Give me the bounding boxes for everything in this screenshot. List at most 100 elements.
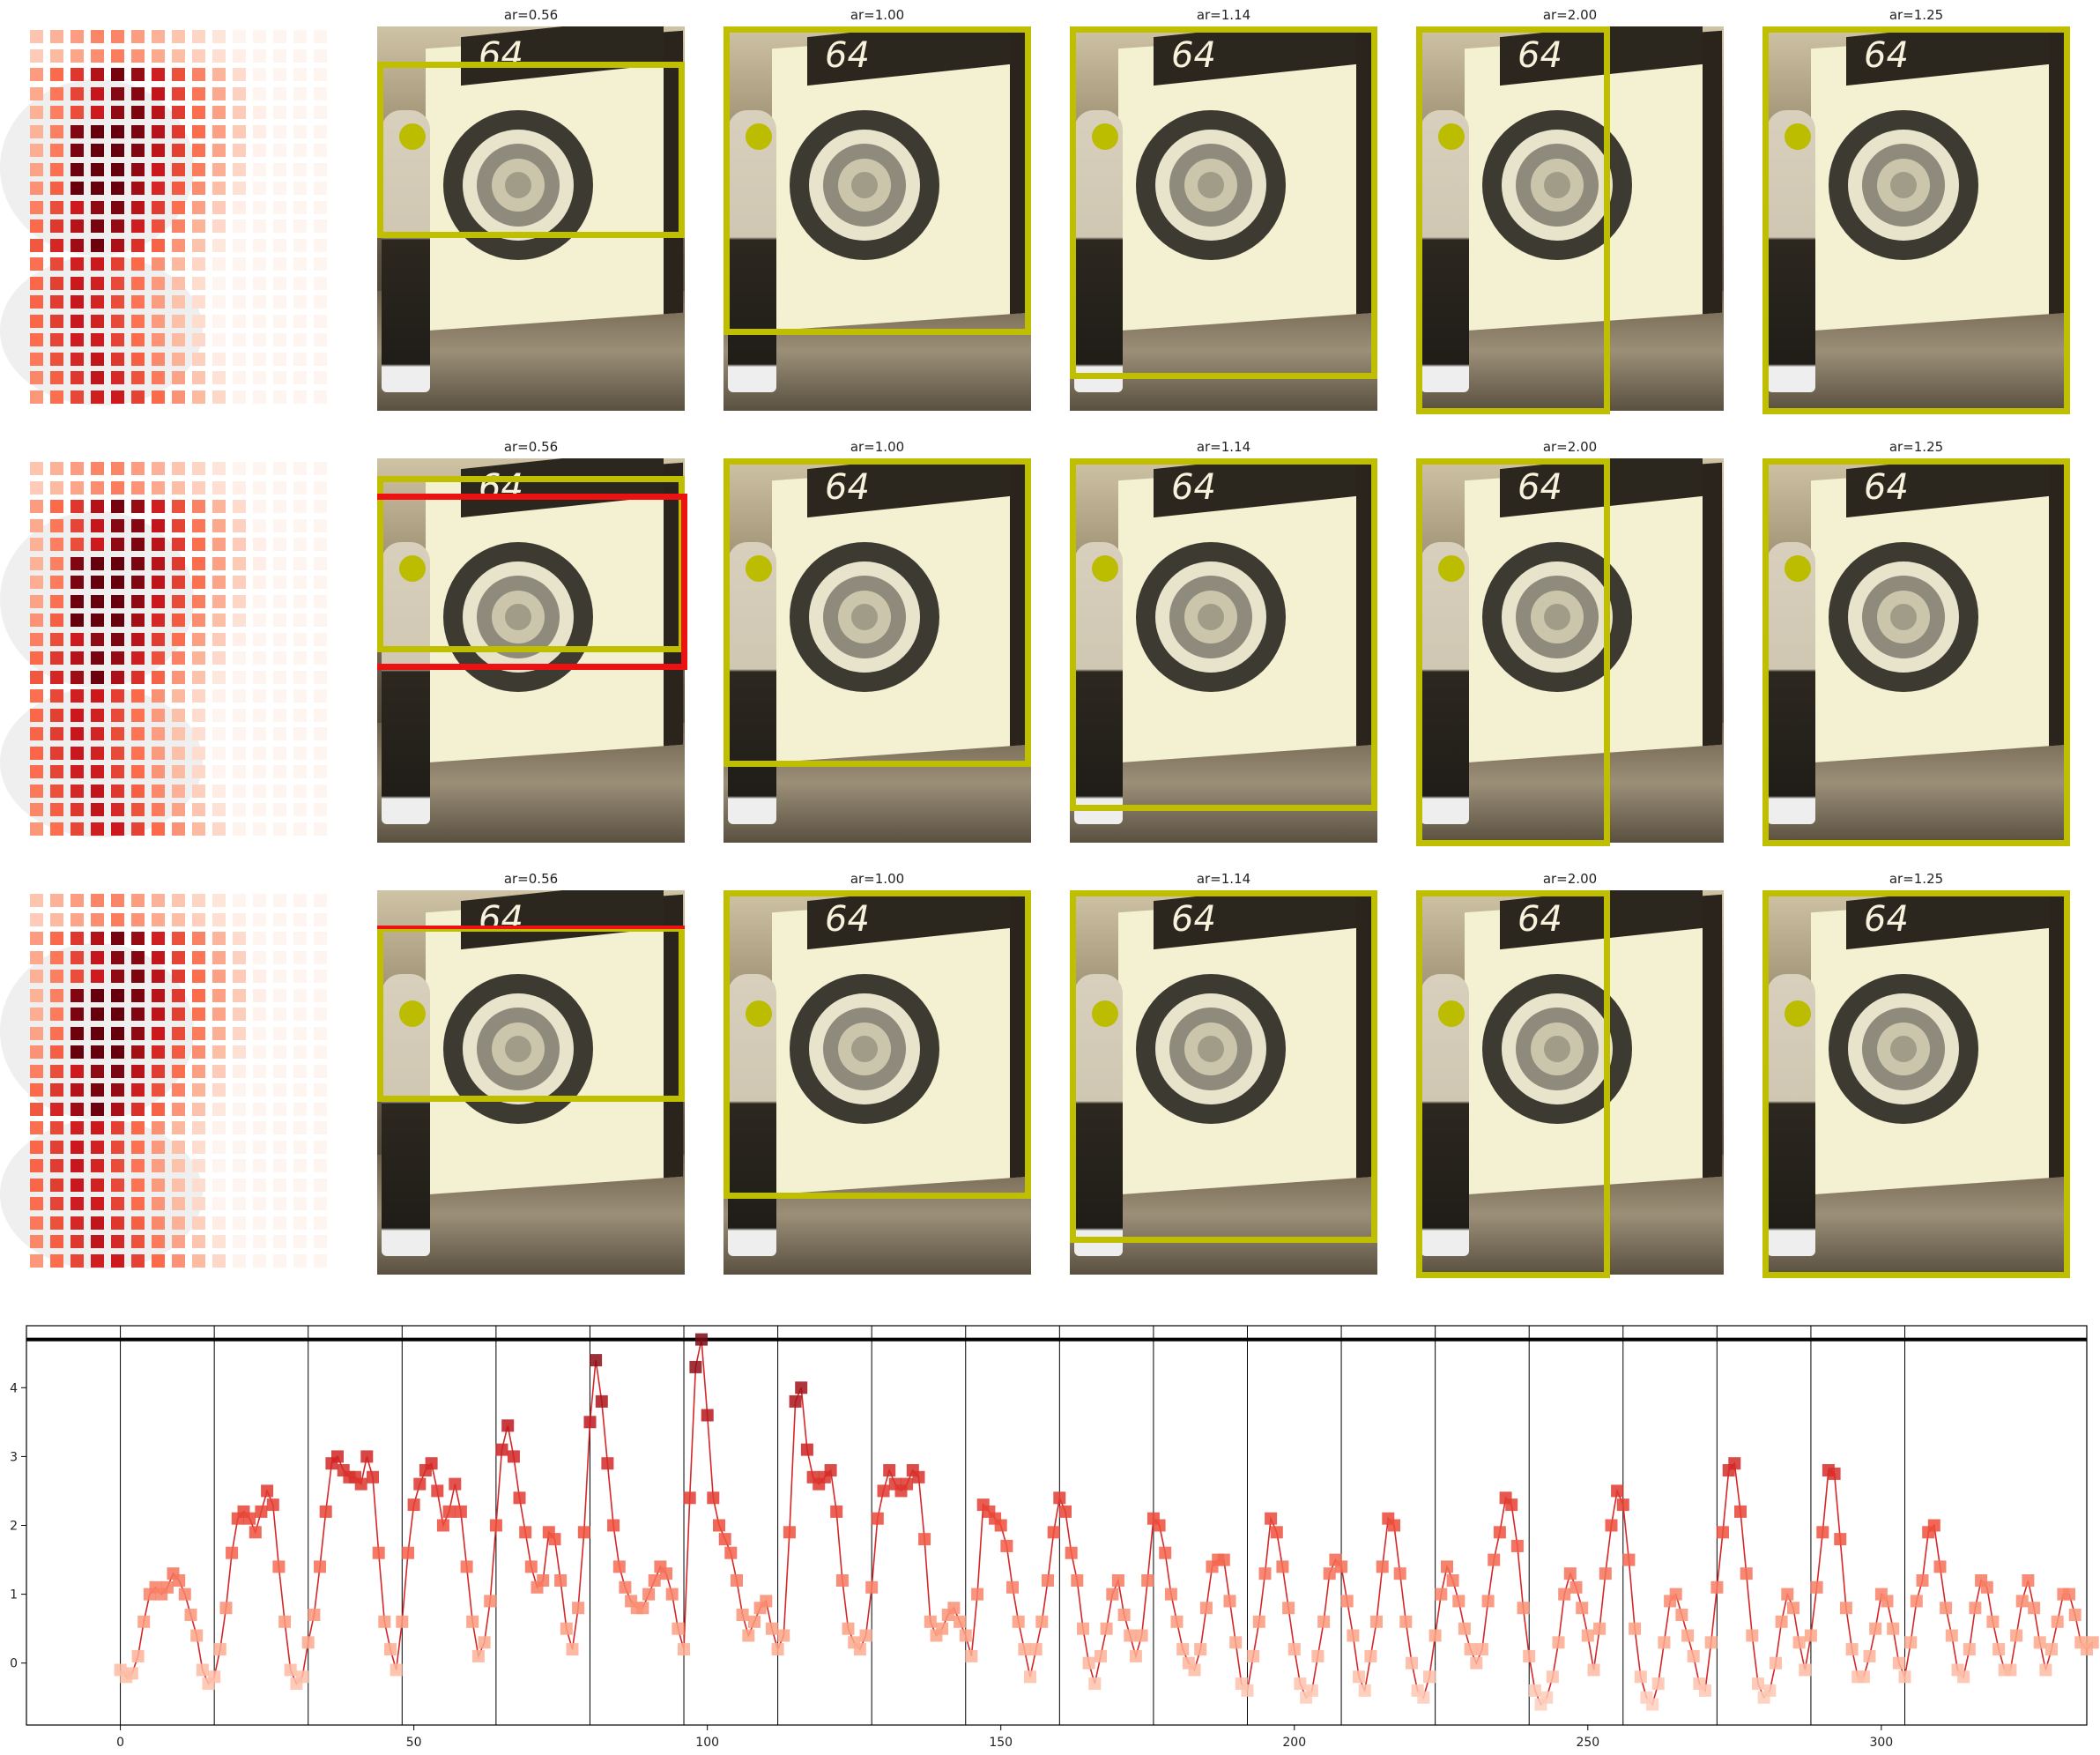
heatmap-cell <box>131 803 145 816</box>
heatmap-cell <box>152 182 165 195</box>
heatmap-cell <box>172 124 185 138</box>
heatmap-cell <box>273 238 286 252</box>
data-point <box>965 1649 978 1662</box>
heatmap-cell <box>233 1083 246 1097</box>
heatmap-cell <box>293 219 307 233</box>
data-point <box>1505 1498 1518 1512</box>
heatmap-cell <box>30 518 43 532</box>
heatmap-cell <box>70 219 84 233</box>
heatmap-cell <box>172 333 185 346</box>
heatmap-cell <box>131 1064 145 1078</box>
heatmap-cell <box>30 1159 43 1172</box>
heatmap-cell <box>111 182 124 195</box>
data-point <box>1241 1684 1254 1697</box>
heatmap-cell <box>253 48 266 63</box>
heatmap-cell <box>30 1253 43 1268</box>
bounding-box <box>1070 458 1377 811</box>
data-point <box>1992 1643 2006 1656</box>
heatmap-cell <box>212 1083 226 1097</box>
data-point <box>1857 1670 1870 1684</box>
heatmap-cell <box>273 106 286 119</box>
heatmap-cell <box>172 68 185 81</box>
heatmap-cell <box>30 1235 43 1248</box>
heatmap-cell <box>111 708 124 722</box>
heatmap-cell <box>273 1083 286 1097</box>
heatmap-cell <box>111 1102 124 1116</box>
heatmap-cell <box>233 500 246 513</box>
heatmap-cell <box>131 1235 145 1248</box>
data-point <box>1980 1580 1993 1594</box>
heatmap-cell <box>172 988 185 1002</box>
data-point <box>1353 1670 1365 1684</box>
heatmap-cell <box>91 708 104 722</box>
heatmap-cell <box>50 1026 63 1040</box>
heatmap-cell <box>233 371 246 384</box>
heatmap-cell <box>273 182 286 195</box>
heatmap-cell <box>70 257 84 271</box>
heatmap-cell <box>131 932 145 945</box>
heatmap-cell <box>50 1178 63 1192</box>
heatmap-cell <box>30 765 43 778</box>
data-point <box>918 1533 931 1546</box>
heatmap-cell <box>70 68 84 81</box>
data-point <box>1710 1580 1724 1594</box>
data-point <box>577 1526 590 1539</box>
x-tick-label: 150 <box>989 1736 1013 1750</box>
heatmap-cell <box>131 314 145 328</box>
heatmap-cell <box>111 1064 124 1078</box>
data-point <box>1792 1636 1806 1649</box>
heatmap-cell <box>30 1026 43 1040</box>
heatmap-cell <box>192 182 205 195</box>
heatmap-cell <box>314 1159 327 1172</box>
heatmap-cell <box>91 614 104 627</box>
heatmap-cell <box>111 746 124 760</box>
heatmap-cell <box>131 1178 145 1192</box>
heatmap-cell <box>152 1140 165 1154</box>
heatmap-cell <box>91 670 104 684</box>
heatmap-cell <box>30 1008 43 1021</box>
heatmap-cell <box>253 1235 266 1248</box>
heatmap-cell <box>172 1140 185 1154</box>
heatmap-cell <box>192 1045 205 1059</box>
heatmap-cell <box>172 651 185 665</box>
heatmap-cell <box>293 162 307 176</box>
data-point <box>548 1533 561 1546</box>
heatmap-cell <box>50 257 63 271</box>
heatmap-cell <box>152 257 165 271</box>
heatmap-cell <box>152 950 165 964</box>
heatmap-cell <box>273 912 286 926</box>
heatmap-cell <box>314 1026 327 1040</box>
heatmap-cell <box>233 1102 246 1116</box>
heatmap-cell <box>212 1197 226 1210</box>
heatmap-cell <box>111 480 124 495</box>
heatmap-cell <box>233 727 246 740</box>
heatmap-cell <box>314 932 327 945</box>
heatmap-cell <box>91 1216 104 1230</box>
panel-row2-col3: 64 ar=1.14 <box>1070 439 1377 843</box>
heatmap-cell <box>233 1197 246 1210</box>
heatmap-cell <box>212 124 226 138</box>
heatmap-cell <box>50 162 63 176</box>
data-point <box>1446 1574 1459 1587</box>
heatmap-cell <box>131 1159 145 1172</box>
heatmap-cell <box>131 295 145 309</box>
board-number: 64 <box>1517 467 1562 508</box>
data-point <box>1088 1677 1102 1691</box>
heatmap-cell <box>91 295 104 309</box>
data-point <box>354 1477 367 1491</box>
heatmap-cell <box>293 784 307 798</box>
heatmap-cell <box>50 651 63 665</box>
data-point <box>1558 1588 1571 1601</box>
heatmap-cell <box>152 371 165 384</box>
heatmap-cell <box>91 912 104 926</box>
panel-title: ar=2.00 <box>1542 439 1598 455</box>
heatmap-cell <box>192 594 205 608</box>
heatmap-cell <box>212 576 226 589</box>
heatmap-cell <box>314 803 327 816</box>
heatmap-cell <box>293 390 307 404</box>
heatmap-cell <box>70 670 84 684</box>
data-point <box>1658 1636 1671 1649</box>
heatmap-cell <box>233 1008 246 1021</box>
heatmap-cell <box>192 822 205 836</box>
data-point <box>501 1419 515 1432</box>
